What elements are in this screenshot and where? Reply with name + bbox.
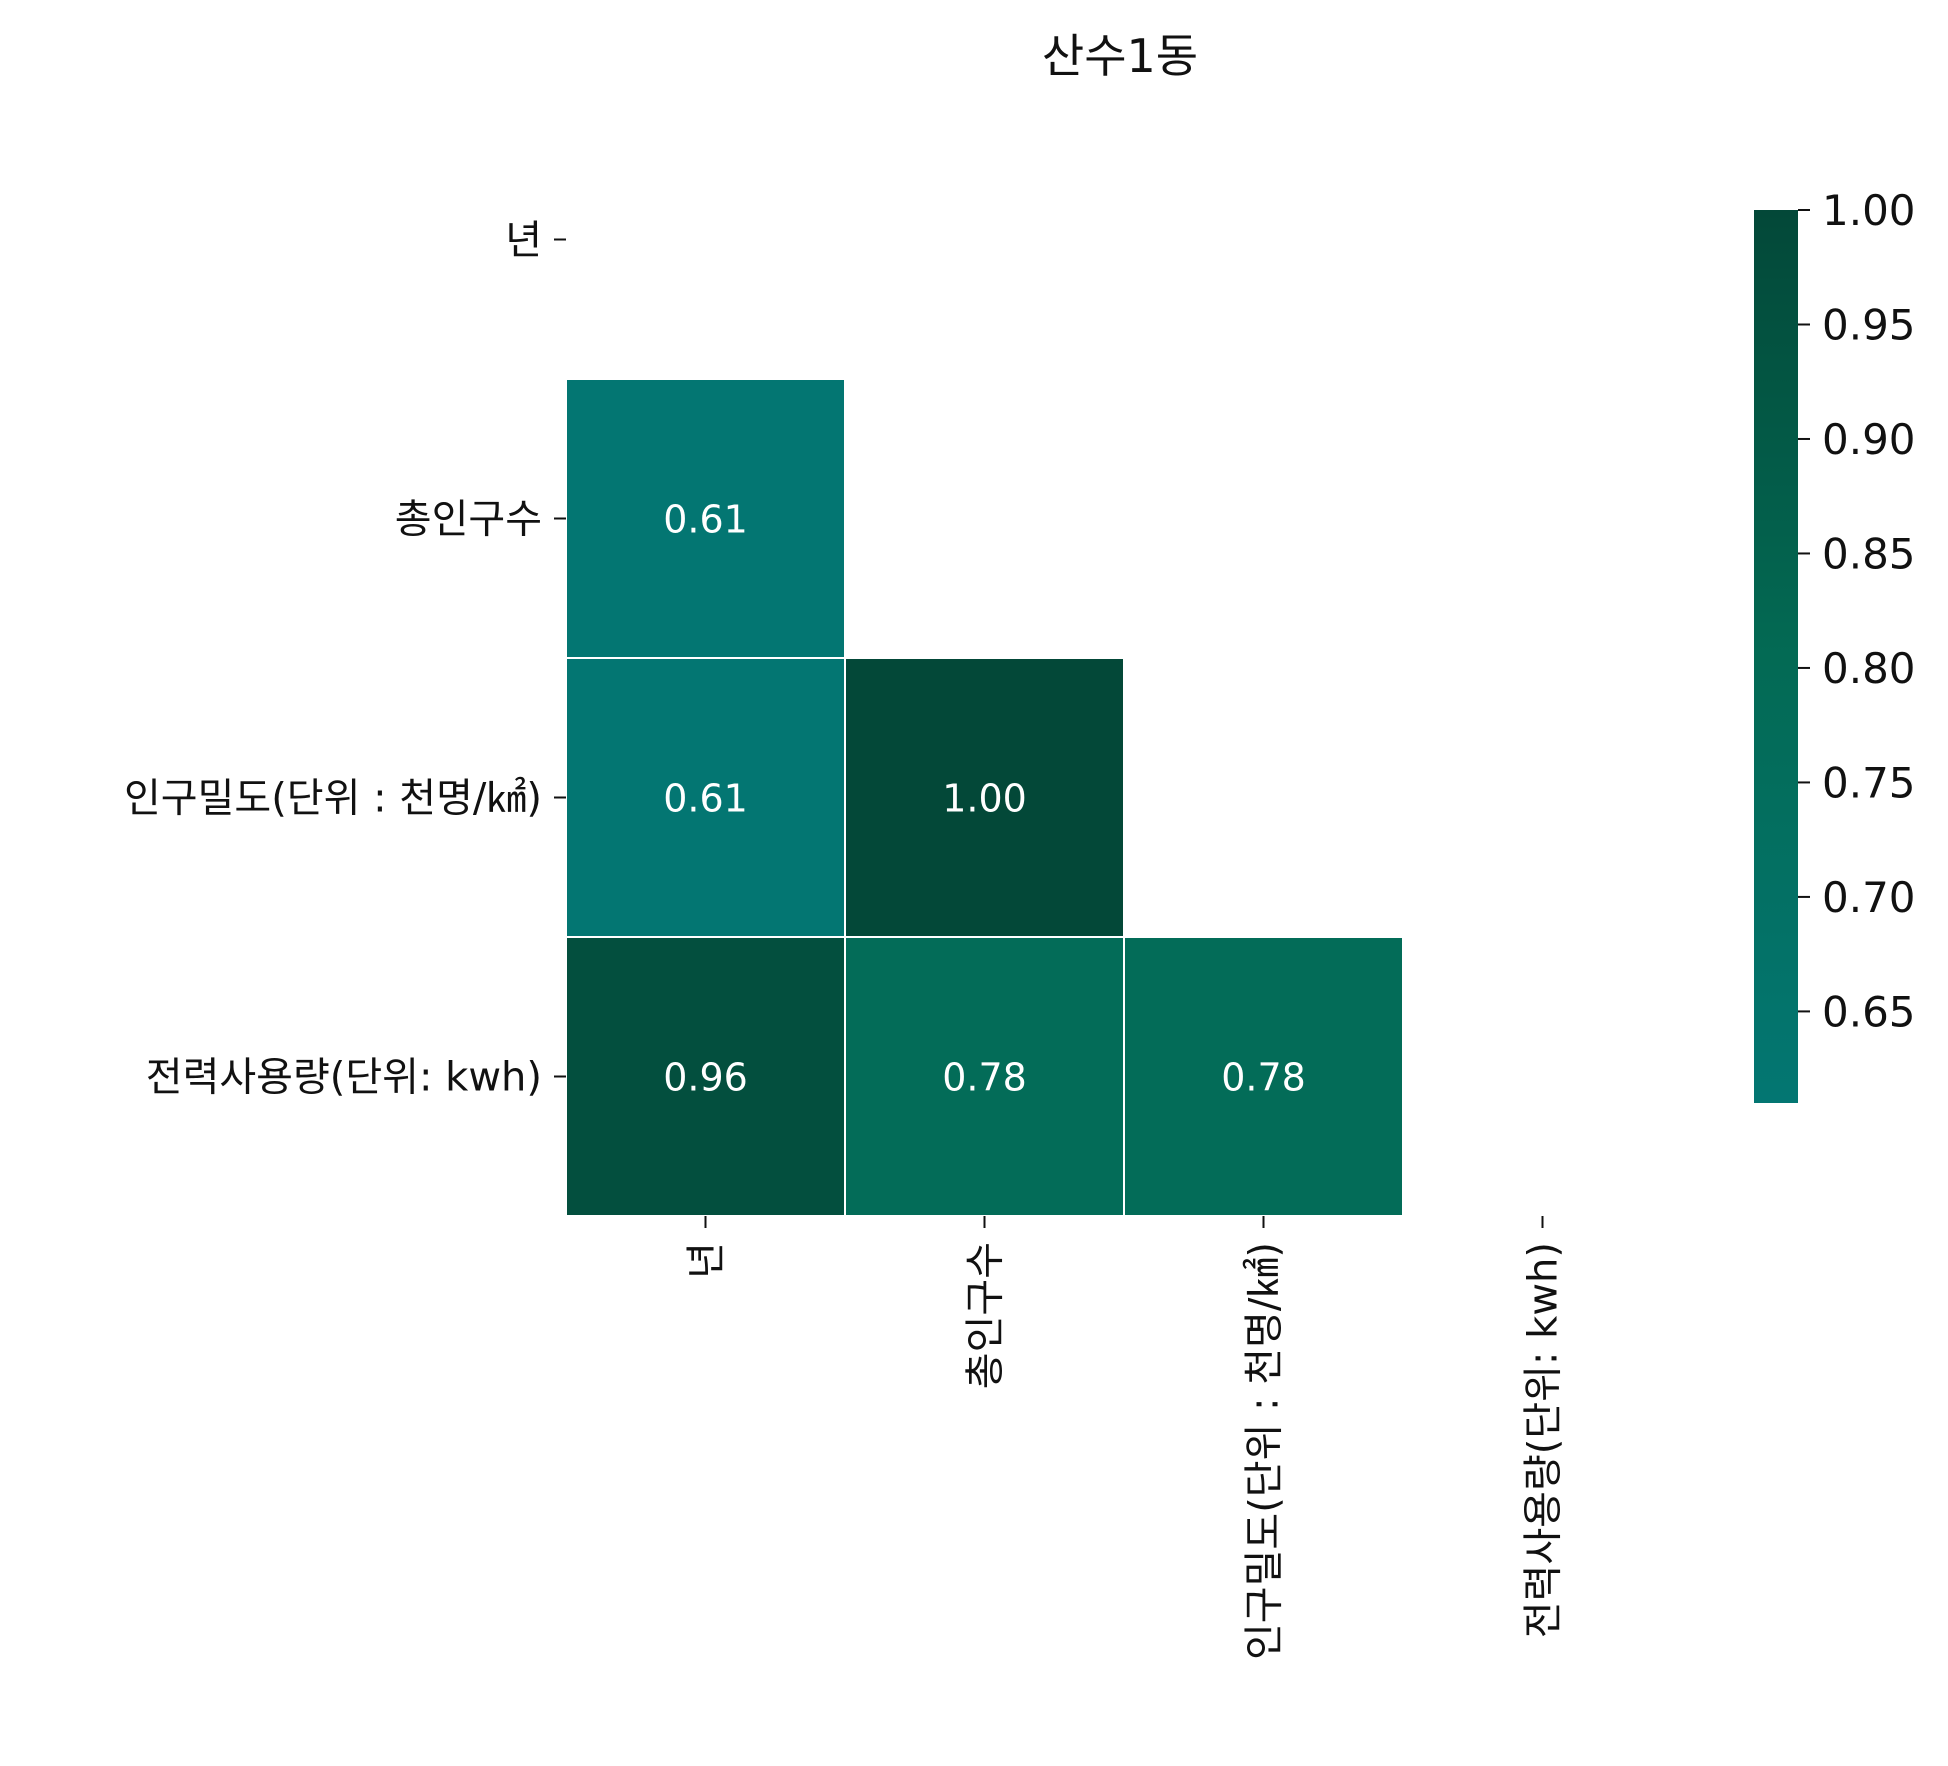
heatmap-cells: 0.61 0.61 1.00 0.96 0.78 0.78 [565, 378, 1404, 1217]
y-tick-label: 전력사용량(단위: kwh) [146, 1055, 542, 1101]
colorbar-tick-label: 0.85 [1822, 529, 1916, 578]
cell-value-label: 1.00 [942, 777, 1027, 821]
x-tick-label: 전력사용량(단위: kwh) [1521, 1242, 1567, 1638]
colorbar-tick-label: 0.75 [1822, 758, 1916, 807]
x-tick-label: 년 [684, 1242, 730, 1279]
colorbar-gradient [1754, 210, 1798, 1103]
colorbar-tick-label: 0.90 [1822, 415, 1916, 464]
heatmap-cell [1123, 936, 1404, 1217]
cell-value-label: 0.61 [663, 498, 748, 542]
heatmap-cell [844, 657, 1125, 938]
colorbar-tick-label: 0.70 [1822, 873, 1916, 922]
colorbar-tick-label: 0.65 [1822, 987, 1916, 1036]
y-tick-label: 총인구수 [395, 497, 542, 543]
x-tick-label: 총인구수 [963, 1242, 1009, 1389]
cell-value-label: 0.61 [663, 777, 748, 821]
colorbar: 0.65 0.70 0.75 0.80 0.85 0.90 0.95 1.00 [1754, 186, 1916, 1103]
heatmap-cell [565, 936, 846, 1217]
colorbar-tick-label: 0.95 [1822, 300, 1916, 349]
heatmap-cell [565, 378, 846, 659]
heatmap-cell [844, 936, 1125, 1217]
colorbar-tick-label: 1.00 [1822, 186, 1916, 235]
y-tick-label: 인구밀도(단위 : 천명/㎢) [124, 776, 542, 822]
chart-title: 산수1동 [1042, 29, 1198, 83]
cell-value-label: 0.78 [1221, 1056, 1306, 1100]
colorbar-tick-label: 0.80 [1822, 644, 1916, 693]
heatmap-cell [565, 657, 846, 938]
x-axis: 년 총인구수 인구밀도(단위 : 천명/㎢) 전력사용량(단위: kwh) [684, 1216, 1567, 1660]
x-tick-label: 인구밀도(단위 : 천명/㎢) [1242, 1242, 1288, 1660]
cell-value-label: 0.96 [663, 1056, 748, 1100]
y-tick-label: 년 [505, 218, 542, 264]
cell-value-label: 0.78 [942, 1056, 1027, 1100]
